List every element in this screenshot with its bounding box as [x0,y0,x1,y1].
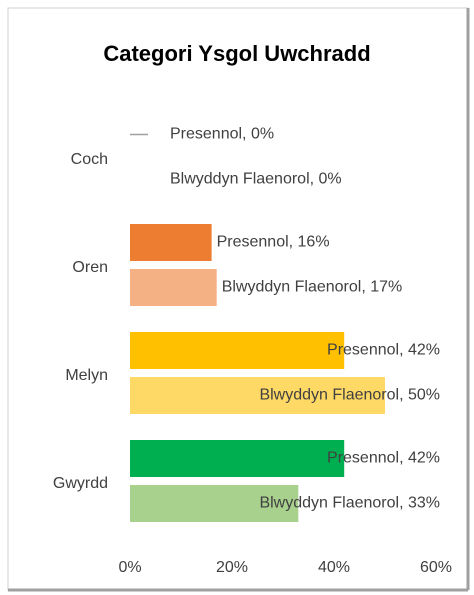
y-tick-label: Gwyrdd [53,475,108,492]
bar [130,485,299,522]
chart-title: Categori Ysgol Uwchradd [103,41,370,66]
bar [130,377,385,414]
data-label: Presennol, 42% [327,450,440,467]
data-label: Blwyddyn Flaenorol, 50% [259,387,440,404]
data-label: Blwyddyn Flaenorol, 33% [259,495,440,512]
x-tick-label: 60% [420,559,452,576]
bar [130,440,345,477]
data-label: Blwyddyn Flaenorol, 0% [170,171,342,188]
data-label: Presennol, 16% [217,234,330,251]
bar [130,224,212,261]
bar [130,332,345,369]
data-label: Blwyddyn Flaenorol, 17% [222,279,403,296]
y-tick-label: Oren [72,259,108,276]
y-tick-label: Melyn [65,367,108,384]
x-tick-label: 40% [318,559,350,576]
x-tick-label: 20% [216,559,248,576]
x-tick-label: 0% [118,559,141,576]
y-tick-label: Coch [71,151,108,168]
bar [130,269,217,306]
data-label: Presennol, 42% [327,342,440,359]
data-label: Presennol, 0% [170,126,274,143]
